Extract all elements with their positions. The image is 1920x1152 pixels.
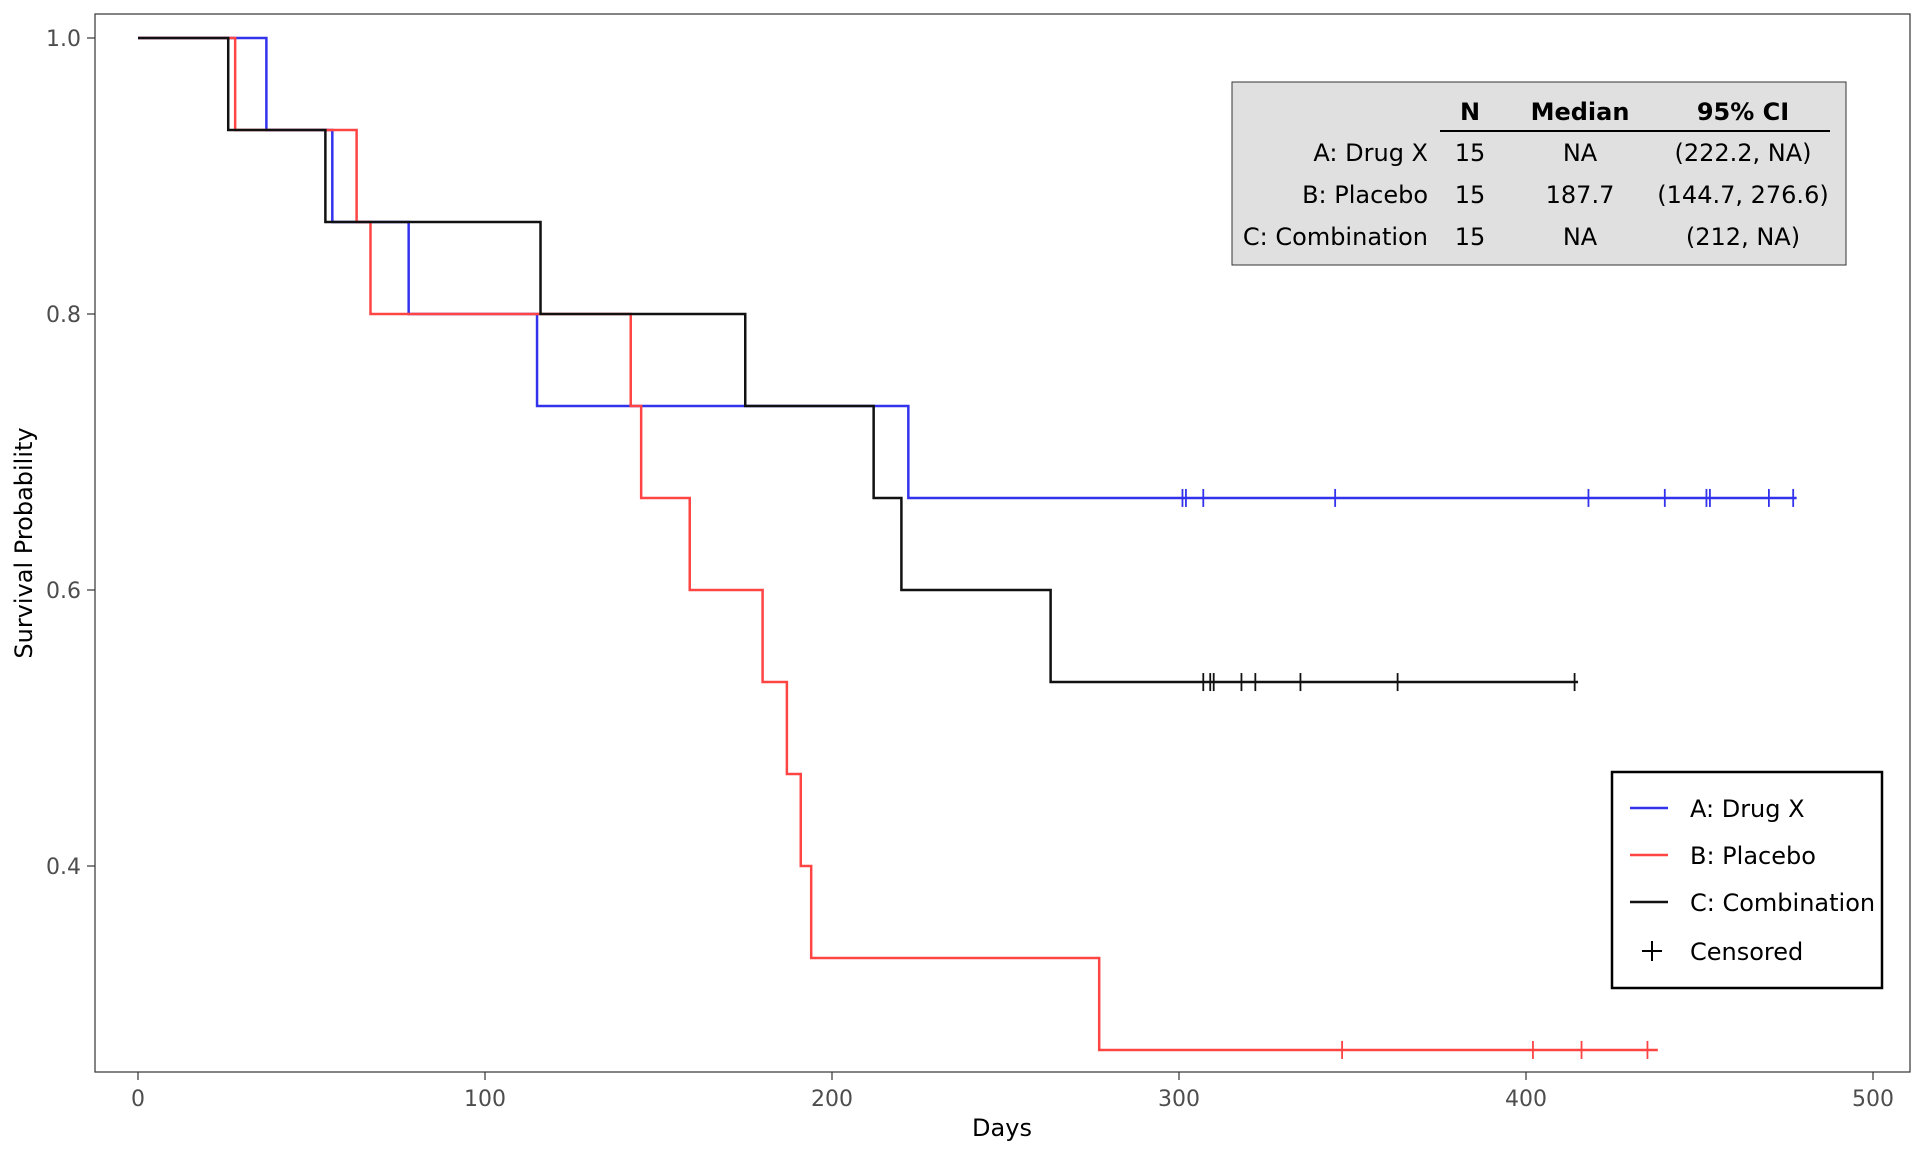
y-tick-label: 0.8 [46, 303, 81, 328]
table-row-n: 15 [1455, 139, 1486, 167]
x-tick-label: 500 [1852, 1087, 1894, 1112]
table-row-n: 15 [1455, 181, 1486, 209]
table-row-ci: (212, NA) [1686, 223, 1800, 251]
y-tick-label: 1.0 [46, 27, 81, 52]
y-axis-title: Survival Probability [10, 427, 38, 658]
table-row-ci: (222.2, NA) [1674, 139, 1811, 167]
x-axis: 0 100 200 300 400 500 [131, 1072, 1894, 1112]
plot-panel [94, 13, 1911, 1073]
table-header-n: N [1460, 98, 1480, 126]
table-row-label: B: Placebo [1302, 181, 1428, 209]
table-row-ci: (144.7, 276.6) [1657, 181, 1828, 209]
table-row-label: C: Combination [1243, 223, 1428, 251]
table-header-median: Median [1531, 98, 1630, 126]
survival-curves [138, 36, 1797, 1059]
table-row-median: 187.7 [1546, 181, 1615, 209]
x-axis-title: Days [972, 1114, 1032, 1142]
legend-label-combination: C: Combination [1690, 889, 1875, 917]
y-tick-label: 0.6 [46, 579, 81, 604]
curve-c-combination [138, 36, 1579, 684]
table-header-ci: 95% CI [1697, 98, 1789, 126]
x-tick-label: 100 [464, 1087, 506, 1112]
table-row-label: A: Drug X [1313, 139, 1428, 167]
y-axis: 0.4 0.6 0.8 1.0 [46, 27, 95, 880]
legend: A: Drug X B: Placebo C: Combination Cens… [1610, 770, 1884, 990]
legend-label-drug-x: A: Drug X [1690, 795, 1805, 823]
curve-a-drug-x [138, 36, 1797, 500]
summary-table: N Median 95% CI A: Drug X 15 NA (222.2, … [1231, 81, 1847, 266]
curve-b-placebo [138, 36, 1658, 1052]
y-tick-label: 0.4 [46, 855, 81, 880]
legend-label-censored: Censored [1690, 938, 1803, 966]
summary-table-background [1231, 81, 1847, 266]
x-tick-label: 0 [131, 1087, 145, 1112]
x-tick-label: 300 [1158, 1087, 1200, 1112]
table-row-median: NA [1563, 139, 1598, 167]
x-tick-label: 200 [811, 1087, 853, 1112]
table-row-n: 15 [1455, 223, 1486, 251]
table-row-median: NA [1563, 223, 1598, 251]
x-tick-label: 400 [1505, 1087, 1547, 1112]
legend-label-placebo: B: Placebo [1690, 842, 1816, 870]
legend-swatch-censored-plus-icon [1642, 941, 1662, 961]
